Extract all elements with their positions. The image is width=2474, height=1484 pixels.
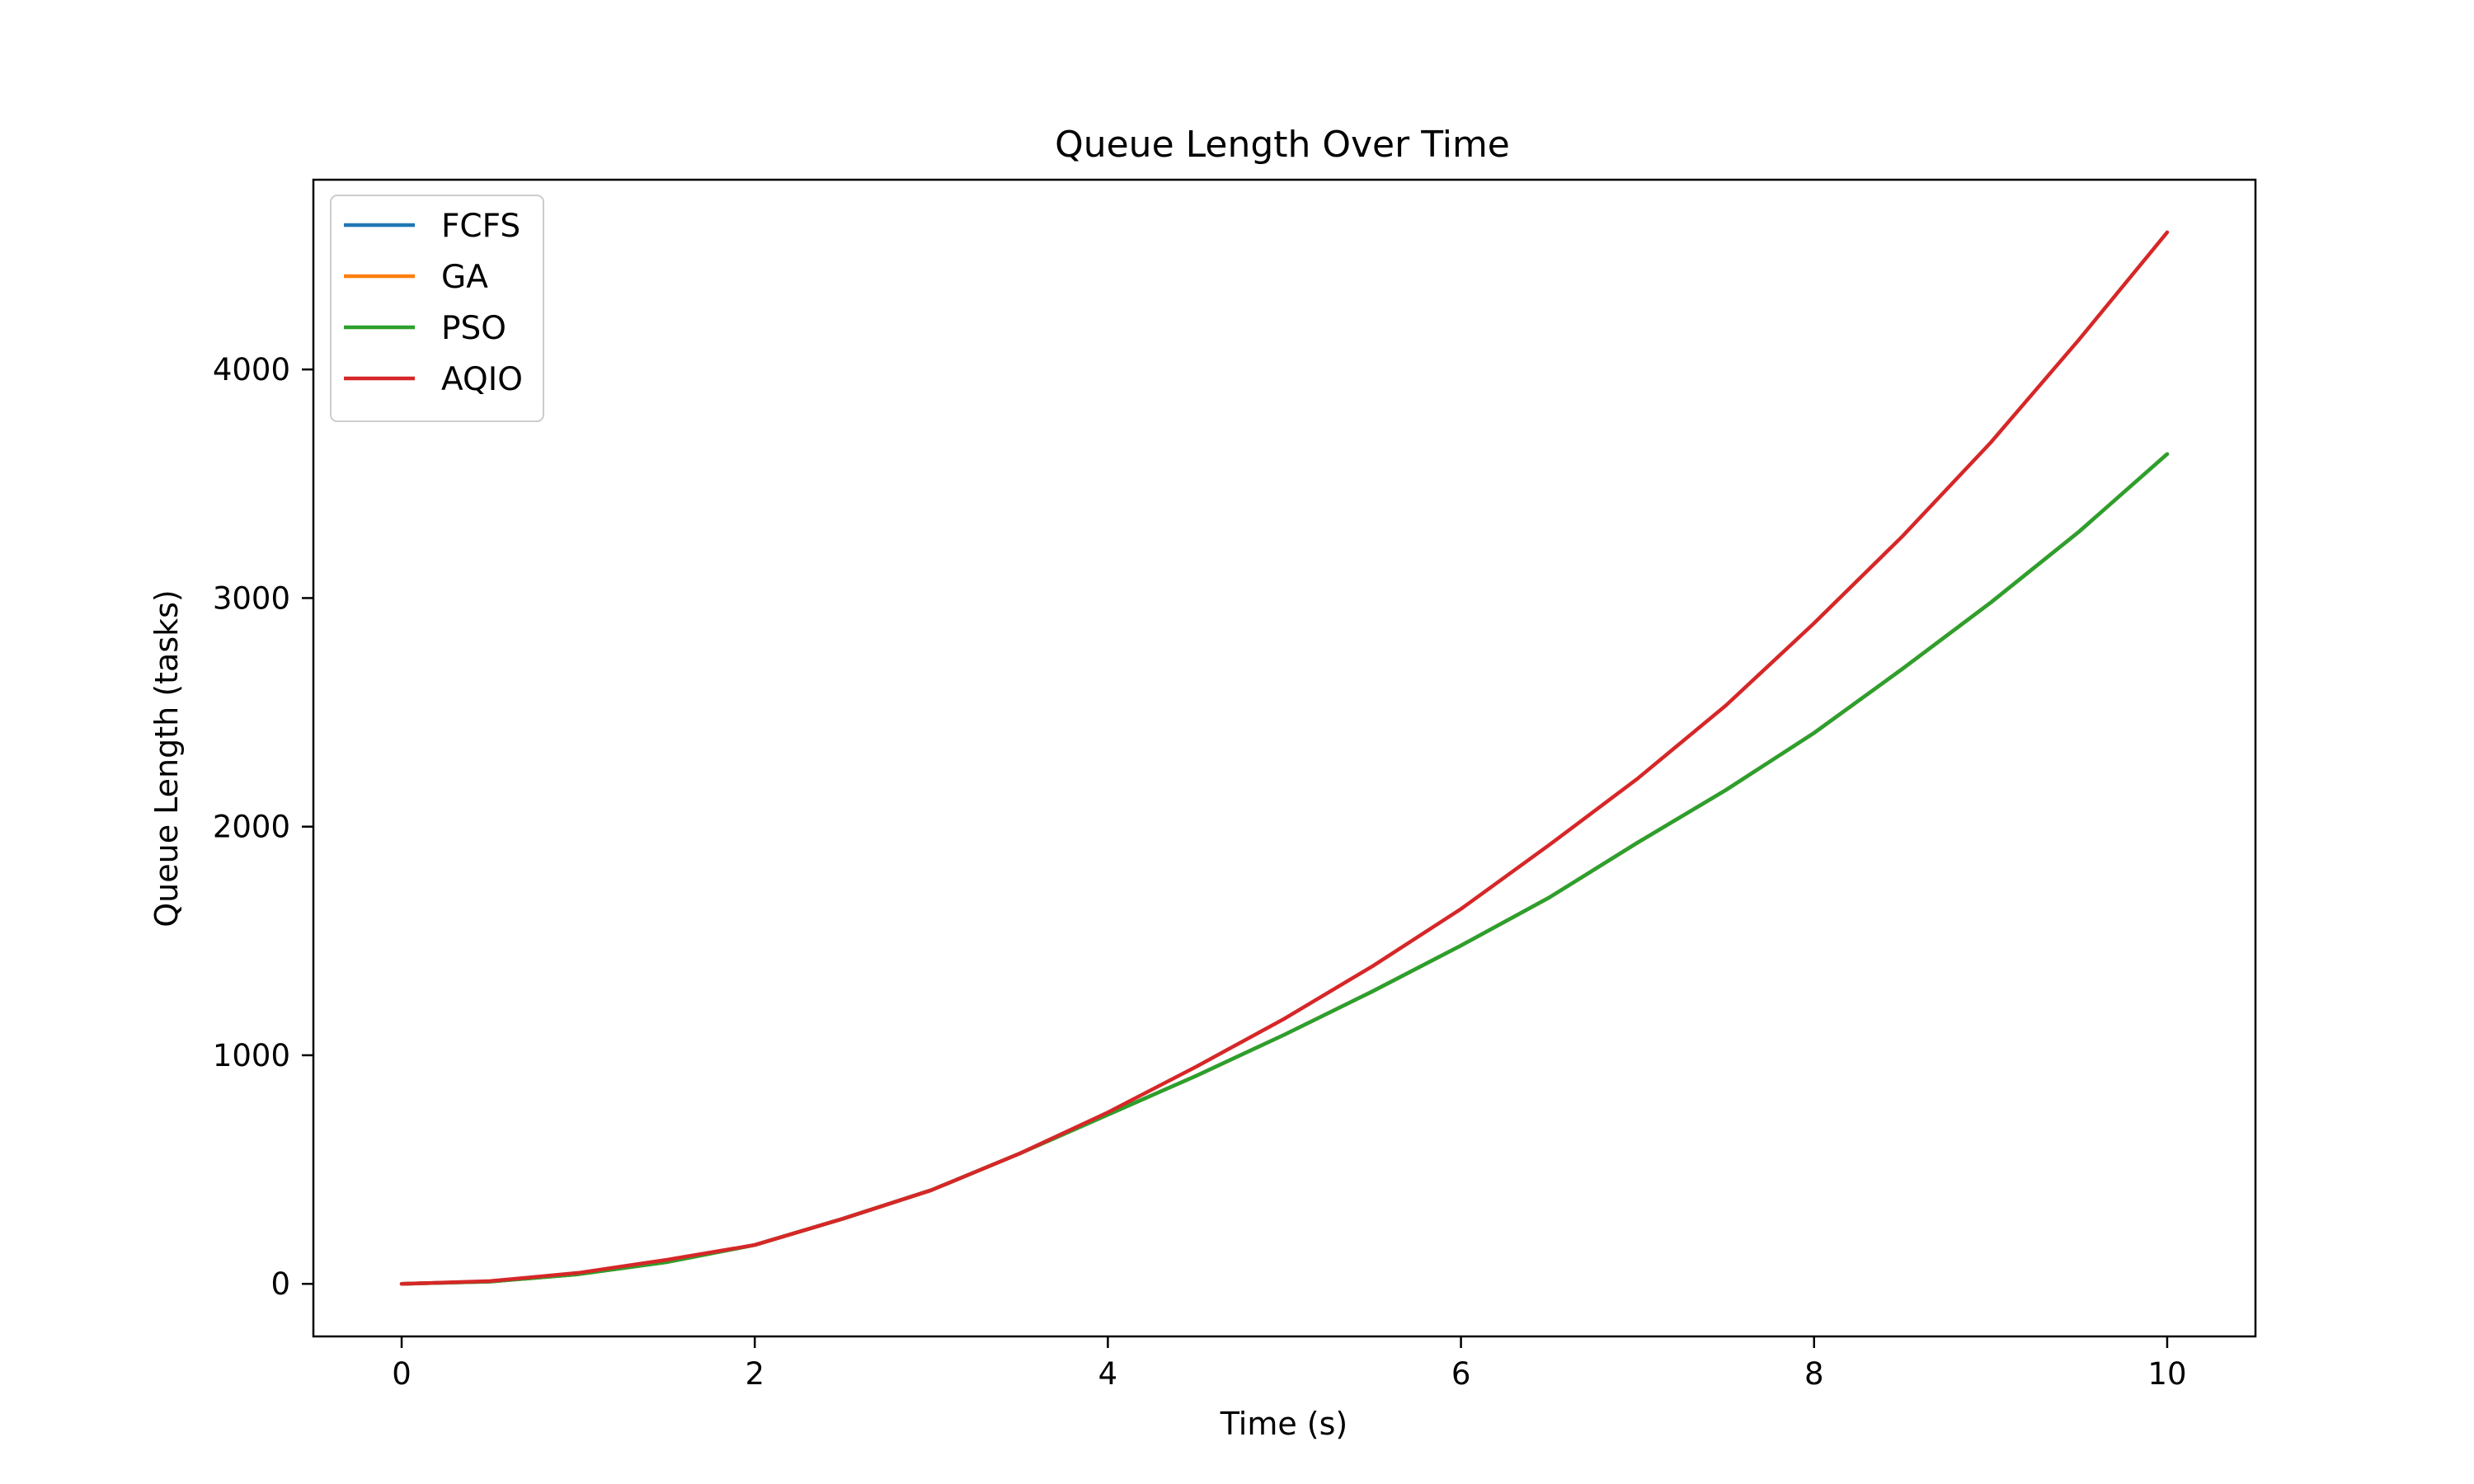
x-tick-label: 10 [2147,1356,2186,1392]
plot-frame [312,178,2257,1338]
y-tick-label: 0 [270,1266,290,1302]
y-tick-label: 3000 [213,580,290,616]
legend: FCFS GA PSO AQIO [330,195,544,422]
series-line-aqio [399,230,2170,1286]
x-tick-label: 8 [1804,1356,1824,1392]
legend-label-ga: GA [441,259,488,296]
y-tick-label: 1000 [213,1038,290,1073]
legend-label-pso: PSO [441,310,506,347]
x-tick-label: 4 [1098,1356,1118,1392]
x-tick-label: 6 [1451,1356,1471,1392]
y-axis-label: Queue Length (tasks) [148,589,185,928]
chart-title: Queue Length Over Time [1055,124,1510,166]
x-axis-label: Time (s) [1220,1406,1348,1442]
legend-box [330,195,544,422]
legend-label-aqio: AQIO [441,361,523,398]
y-axis-ticks: 0 1000 2000 3000 4000 [213,352,313,1302]
y-tick-label: 2000 [213,810,290,845]
x-axis-ticks: 0 2 4 6 8 10 [392,1336,2187,1392]
legend-label-fcfs: FCFS [441,208,520,245]
x-tick-label: 0 [392,1356,412,1392]
x-tick-label: 2 [745,1356,764,1392]
y-tick-label: 4000 [213,352,290,387]
series-layer [399,230,2170,1286]
